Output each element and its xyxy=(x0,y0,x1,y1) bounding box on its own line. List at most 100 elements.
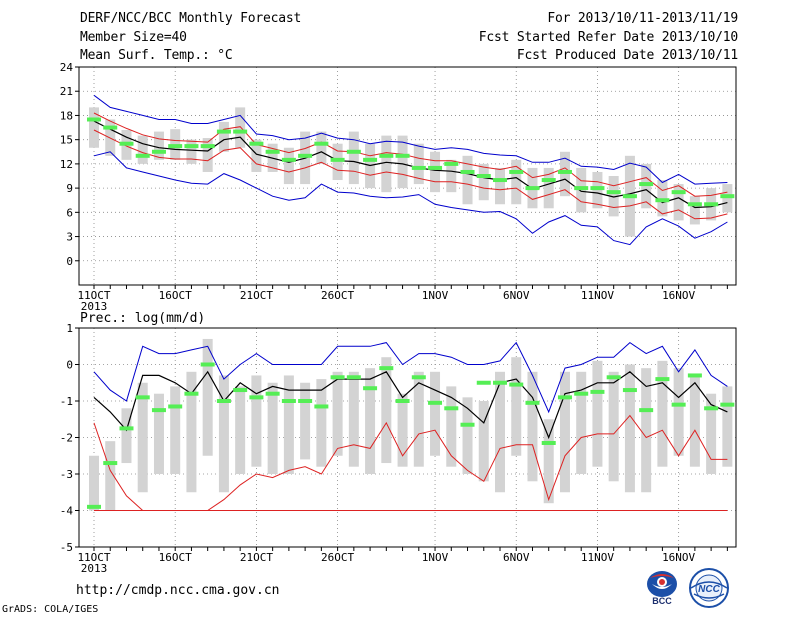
panel1-median-marker xyxy=(135,395,150,400)
chart-title: DERF/NCC/BCC Monthly Forecast xyxy=(80,11,302,26)
panel1-median-marker xyxy=(476,380,491,385)
panel0-spread-bar xyxy=(89,107,99,148)
panel0-xtick-label: 1NOV xyxy=(422,289,449,302)
panel1-median-marker xyxy=(233,388,248,393)
panel0-spread-bar xyxy=(592,171,603,209)
panel0-spread-bar xyxy=(186,139,197,164)
panel1-median-marker xyxy=(216,399,231,403)
panel1-spread-bar xyxy=(397,393,408,467)
panel1-spread-bar xyxy=(641,368,652,493)
panel1-spread-bar xyxy=(478,401,489,482)
panel0-spread-bar xyxy=(511,159,522,205)
panel0-ytick-label: 3 xyxy=(66,231,73,244)
panel0-median-marker xyxy=(687,202,702,207)
panel1-xtick-label: 21OCT xyxy=(240,551,273,564)
panel0-median-marker xyxy=(606,190,621,195)
panel1-xtick-label: 16NOV xyxy=(662,551,695,564)
panel0-median-marker xyxy=(460,169,475,174)
panel1-spread-bar xyxy=(316,379,327,467)
panel0-ytick-label: 15 xyxy=(60,134,73,147)
panel0-min-line xyxy=(93,151,728,246)
footer-url[interactable]: http://cmdp.ncc.cma.gov.cn xyxy=(76,583,280,598)
panel1-xtick-label: 11NOV xyxy=(581,551,614,564)
panel1-spread-bar xyxy=(332,371,343,456)
panel1-median-marker xyxy=(200,362,215,367)
panel0-spread-bar xyxy=(348,131,359,185)
panel1-median-marker xyxy=(379,366,394,371)
grads-credit: GrADS: COLA/IGES xyxy=(2,604,99,615)
panel0-ytick-label: 24 xyxy=(60,61,74,74)
panel1-spread-bar xyxy=(511,357,522,456)
panel1-median-marker xyxy=(87,504,101,509)
panel0-ytick-label: 9 xyxy=(66,182,73,195)
panel0-ytick-label: 21 xyxy=(60,85,73,98)
panel0-spread-bar xyxy=(202,138,213,172)
panel1-median-marker xyxy=(411,375,426,380)
panel1-xtick-label: 16OCT xyxy=(159,551,192,564)
panel0-median-marker xyxy=(216,129,231,134)
panel1-median-marker xyxy=(687,373,702,378)
panel0-xtick-label: 26OCT xyxy=(321,289,354,302)
panel0-median-marker xyxy=(87,117,101,122)
panel1-median-marker xyxy=(314,404,329,409)
panel0-median-marker xyxy=(411,165,426,170)
panel1-ytick-label: -3 xyxy=(60,468,73,481)
panel0-median-marker xyxy=(476,174,491,178)
panel1-spread-bar xyxy=(283,375,294,474)
panel1-median-marker xyxy=(541,440,556,445)
panel0-spread-bar xyxy=(430,151,441,193)
panel1-spread-bar xyxy=(576,371,587,474)
panel1-median-marker xyxy=(444,406,459,411)
panel0-spread-bar xyxy=(689,196,700,225)
produced-date: Fcst Produced Date 2013/10/11 xyxy=(516,48,738,63)
panel1-spread-bar xyxy=(381,357,392,464)
panel1-median-marker xyxy=(346,375,361,380)
panel1-spread-bar xyxy=(657,360,668,467)
panel0-median-marker xyxy=(428,165,443,170)
panel1-spread-bar xyxy=(559,371,570,493)
panel1-median-marker xyxy=(249,395,264,400)
panel1-spread-bar xyxy=(446,386,457,467)
panel1-spread-bar xyxy=(722,386,733,467)
panel1-spread-bar xyxy=(462,397,473,474)
panel1-spread-bar xyxy=(105,441,116,511)
panel1-spread-bar xyxy=(121,408,132,464)
panel0-spread-bar xyxy=(251,139,262,172)
panel0-spread-bar xyxy=(543,167,554,209)
panel1-ytick-label: -2 xyxy=(60,432,73,445)
bcc-logo: BCC xyxy=(647,571,677,606)
panel1-spread-bar xyxy=(186,371,197,493)
panel0-median-marker xyxy=(103,125,118,130)
member-size: Member Size=40 xyxy=(80,30,187,45)
panel1-spread-bar xyxy=(430,371,441,456)
panel1-median-marker xyxy=(460,422,475,427)
panel1-median-marker xyxy=(574,391,589,396)
panel0-spread-bar xyxy=(332,143,343,181)
panel1-lower-line xyxy=(93,414,728,511)
panel1-spread-bar xyxy=(689,375,700,467)
panel0-median-marker xyxy=(168,144,183,149)
ncc-logo-text: NCC xyxy=(698,584,720,595)
panel0-median-marker xyxy=(151,149,166,154)
panel1-median-marker xyxy=(168,404,183,409)
panel0-spread-bar xyxy=(218,121,229,152)
panel0-median-marker xyxy=(119,141,134,146)
panel0-ytick-label: 18 xyxy=(60,109,73,122)
panel0-spread-bar xyxy=(446,159,457,193)
panel0-ytick-label: 12 xyxy=(60,158,73,171)
panel1-year-label: 2013 xyxy=(81,562,108,575)
panel0-spread-bar xyxy=(381,135,392,193)
panel0-median-marker xyxy=(655,198,670,203)
ncc-logo: NCC xyxy=(689,568,729,608)
panel1-median-marker xyxy=(606,375,621,380)
panel0-median-marker xyxy=(509,169,524,174)
panel0-median-marker xyxy=(671,190,686,195)
panel0-xtick-label: 6NOV xyxy=(503,289,530,302)
panel0-mean-line xyxy=(93,120,728,209)
panel1-median-marker xyxy=(103,461,118,466)
panel0-median-marker xyxy=(557,169,572,174)
panel0-median-marker xyxy=(639,182,654,187)
panel1-spread-bar xyxy=(202,338,213,456)
panel0-spread-bar xyxy=(722,184,733,213)
